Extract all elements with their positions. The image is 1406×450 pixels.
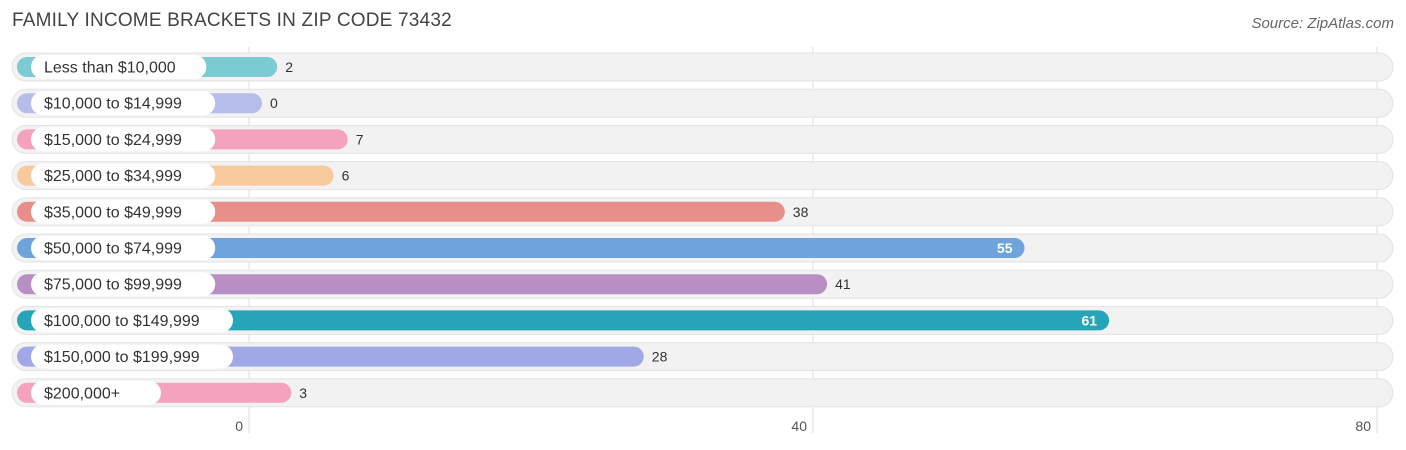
bar[interactable]	[17, 274, 828, 295]
bar-track	[11, 124, 1394, 154]
bar[interactable]	[17, 310, 1110, 331]
data-label: 3	[299, 385, 307, 401]
bar-label: $100,000 to $149,999	[44, 313, 200, 330]
bar-label-pill	[31, 127, 216, 152]
bar-label: $15,000 to $24,999	[44, 132, 182, 149]
bar-label: $50,000 to $74,999	[44, 241, 182, 258]
bar-label-pill	[31, 163, 216, 188]
bar-label-pill	[31, 236, 216, 260]
bar-label: $25,000 to $34,999	[44, 168, 182, 185]
bar-track	[11, 88, 1394, 118]
bar-track	[11, 161, 1394, 191]
bar-label-pill	[31, 272, 216, 297]
bar-label-pill	[31, 308, 233, 333]
bar-track	[11, 52, 1394, 82]
bar[interactable]	[17, 238, 1025, 258]
data-label: 61	[1082, 312, 1098, 328]
x-tick-label: 0	[235, 418, 243, 434]
data-label: 2	[285, 59, 293, 75]
bar-label-pill	[31, 55, 207, 79]
data-label: 6	[342, 168, 350, 184]
bar-label-pill	[31, 344, 233, 369]
source-credit: Source: ZipAtlas.com	[1251, 15, 1394, 32]
chart-title: FAMILY INCOME BRACKETS IN ZIP CODE 73432	[12, 10, 452, 31]
x-tick-label: 80	[1355, 418, 1371, 434]
bar-label: $200,000+	[44, 385, 120, 402]
bar-track	[11, 378, 1394, 408]
bar-label-pill	[31, 91, 216, 116]
bar-label: $10,000 to $14,999	[44, 96, 182, 113]
data-label: 41	[835, 276, 851, 292]
bar-label-pill	[31, 199, 216, 224]
data-label: 0	[270, 95, 278, 111]
data-label: 55	[997, 240, 1013, 256]
bar-label: $150,000 to $199,999	[44, 349, 200, 366]
bar-label: $75,000 to $99,999	[44, 277, 182, 294]
data-label: 38	[793, 204, 809, 220]
bar-label: $35,000 to $49,999	[44, 204, 182, 221]
data-label: 28	[652, 349, 668, 365]
bar-label: Less than $10,000	[44, 60, 176, 77]
bar-label-pill	[31, 380, 161, 405]
x-tick-label: 40	[791, 418, 807, 434]
data-label: 7	[356, 131, 364, 147]
